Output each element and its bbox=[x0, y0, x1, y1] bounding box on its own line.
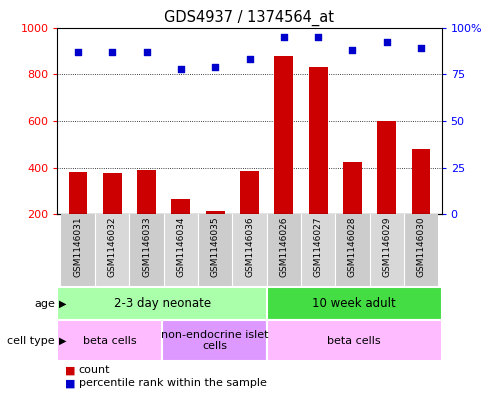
Text: GSM1146036: GSM1146036 bbox=[245, 217, 254, 277]
Bar bbox=[206, 211, 225, 261]
Bar bbox=[129, 214, 164, 287]
Bar bbox=[343, 162, 362, 261]
Text: GSM1146034: GSM1146034 bbox=[176, 217, 186, 277]
Text: percentile rank within the sample: percentile rank within the sample bbox=[79, 378, 267, 388]
Text: ■: ■ bbox=[65, 378, 75, 388]
Bar bbox=[240, 171, 259, 261]
Bar bbox=[103, 173, 122, 261]
Point bbox=[211, 64, 219, 70]
Bar bbox=[370, 214, 404, 287]
Text: GSM1146026: GSM1146026 bbox=[279, 217, 288, 277]
Bar bbox=[412, 149, 431, 261]
Point bbox=[348, 47, 356, 53]
Text: count: count bbox=[79, 365, 110, 375]
Point bbox=[280, 34, 288, 40]
Bar bbox=[68, 172, 87, 261]
Text: GSM1146033: GSM1146033 bbox=[142, 217, 151, 277]
Text: beta cells: beta cells bbox=[83, 336, 137, 345]
Text: GSM1146035: GSM1146035 bbox=[211, 217, 220, 277]
Text: GSM1146032: GSM1146032 bbox=[108, 217, 117, 277]
Text: ▶: ▶ bbox=[59, 299, 66, 309]
Bar bbox=[274, 55, 293, 261]
Point bbox=[383, 39, 391, 46]
Bar bbox=[57, 320, 162, 361]
Text: GSM1146028: GSM1146028 bbox=[348, 217, 357, 277]
Text: GSM1146027: GSM1146027 bbox=[313, 217, 323, 277]
Text: 10 week adult: 10 week adult bbox=[312, 297, 396, 310]
Point bbox=[143, 49, 151, 55]
Bar bbox=[61, 214, 95, 287]
Bar bbox=[267, 287, 442, 320]
Bar bbox=[172, 199, 190, 261]
Text: cell type: cell type bbox=[7, 336, 55, 345]
Text: GSM1146031: GSM1146031 bbox=[73, 217, 82, 277]
Point bbox=[314, 34, 322, 40]
Bar bbox=[309, 67, 327, 261]
Bar bbox=[377, 121, 396, 261]
Point bbox=[246, 56, 253, 62]
Text: GDS4937 / 1374564_at: GDS4937 / 1374564_at bbox=[165, 10, 334, 26]
Text: GSM1146030: GSM1146030 bbox=[417, 217, 426, 277]
Bar bbox=[137, 170, 156, 261]
Bar bbox=[404, 214, 438, 287]
Bar bbox=[267, 320, 442, 361]
Point bbox=[417, 45, 425, 51]
Point bbox=[177, 65, 185, 72]
Point bbox=[74, 49, 82, 55]
Text: age: age bbox=[34, 299, 55, 309]
Text: ■: ■ bbox=[65, 365, 75, 375]
Bar bbox=[164, 214, 198, 287]
Bar bbox=[266, 214, 301, 287]
Bar bbox=[57, 287, 267, 320]
Text: ▶: ▶ bbox=[59, 336, 66, 345]
Bar bbox=[162, 320, 267, 361]
Text: GSM1146029: GSM1146029 bbox=[382, 217, 391, 277]
Bar bbox=[198, 214, 233, 287]
Bar bbox=[233, 214, 266, 287]
Text: non-endocrine islet
cells: non-endocrine islet cells bbox=[161, 330, 268, 351]
Point bbox=[108, 49, 116, 55]
Text: 2-3 day neonate: 2-3 day neonate bbox=[114, 297, 211, 310]
Text: beta cells: beta cells bbox=[327, 336, 381, 345]
Bar bbox=[95, 214, 129, 287]
Bar bbox=[301, 214, 335, 287]
Bar bbox=[335, 214, 370, 287]
